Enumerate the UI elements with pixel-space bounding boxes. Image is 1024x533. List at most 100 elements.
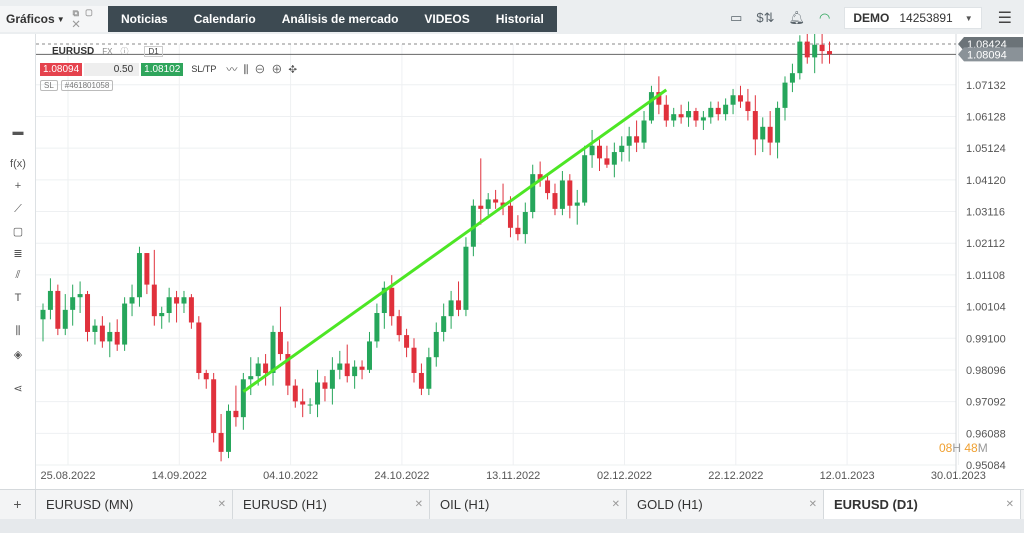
candle-body (686, 111, 692, 118)
nav-videos[interactable]: VIDEOS (424, 12, 470, 26)
chart-tab[interactable]: GOLD (H1) ✕ (627, 490, 824, 519)
close-icon[interactable]: ✕ (1005, 499, 1014, 510)
candle-body (70, 297, 76, 310)
candle-body (226, 410, 231, 452)
candle-body (663, 104, 669, 121)
x-axis-tick-label: 04.10.2022 (263, 470, 318, 482)
layers-icon[interactable]: ◈ (13, 349, 23, 361)
candle-body (656, 92, 662, 105)
candle-body (263, 363, 269, 373)
candle-body (107, 331, 113, 342)
fibonacci-tool-icon[interactable]: ≣ (13, 248, 23, 260)
candle-body (203, 372, 209, 380)
share-icon[interactable]: ⋖ (13, 383, 23, 395)
y-axis-tick-label: 1.00104 (966, 302, 1006, 314)
candle-body (522, 212, 528, 235)
sell-button[interactable]: 1.08094 (40, 62, 83, 76)
price-chart[interactable]: 1.07132 1.06128 1.05124 1.04120 1.03116 1.021… (36, 34, 1024, 489)
rectangle-tool-icon[interactable]: ▢ (12, 226, 24, 238)
close-icon[interactable]: ✕ (808, 499, 817, 510)
chart-zoom-tools[interactable]: 〰⫼⊖⊕✥ (226, 64, 304, 76)
candle-body (678, 114, 684, 118)
chart-svg[interactable]: 1.07132 1.06128 1.05124 1.04120 1.03116 1.021… (36, 34, 1024, 489)
candle-body (196, 322, 202, 373)
candle-body (188, 297, 194, 323)
chart-tab[interactable]: EURUSD (H1) ✕ (233, 490, 430, 519)
nav-analisis[interactable]: Análisis de mercado (281, 12, 399, 26)
candle-body (767, 126, 773, 143)
candle-body (597, 145, 602, 159)
nav-historial[interactable]: Historial (495, 12, 544, 26)
price-tag (958, 47, 1023, 62)
bell-icon[interactable]: 🔔︎ (788, 10, 805, 25)
candle-body (322, 382, 328, 389)
chart-type-icon[interactable]: ⫼ (15, 325, 21, 337)
lot-size-input[interactable]: 0.50 (84, 62, 140, 76)
charts-menu-label: Gráficos (6, 12, 55, 26)
candle-body (737, 95, 743, 102)
candle-body (433, 331, 439, 358)
x-axis-tick-label: 24.10.2022 (374, 470, 429, 482)
chart-tab-active[interactable]: EURUSD (D1) ✕ (824, 490, 1021, 519)
candle-body (85, 294, 91, 332)
candle-body (315, 382, 321, 405)
nav-calendario[interactable]: Calendario (193, 12, 256, 26)
line-tool-icon[interactable]: ⟋ (14, 203, 22, 215)
chart-tab[interactable]: OIL (H1) ✕ (430, 490, 627, 519)
x-axis-tick-label: 25.08.2022 (40, 470, 95, 482)
x-axis-tick-label: 02.12.2022 (597, 470, 652, 482)
indicators-icon[interactable]: f(x) (10, 158, 26, 170)
candle-body (292, 385, 298, 402)
sltp-button[interactable]: SL/TP (191, 64, 217, 74)
account-selector[interactable]: DEMO 14253891 ▼ (844, 7, 982, 29)
candle-body (248, 376, 254, 380)
candle-body (507, 205, 513, 228)
candle-body (344, 363, 350, 377)
window-controls-icons[interactable]: ⧉ ▢ ✕ (72, 8, 95, 29)
sl-badge[interactable]: SL (40, 79, 58, 91)
candle-body (723, 104, 729, 115)
pitchfork-tool-icon[interactable]: ⫽ (15, 269, 21, 281)
chart-tabs-bar: + EURUSD (MN) ✕ EURUSD (H1) ✕ OIL (H1) ✕ GO… (0, 489, 1024, 519)
add-tab-button[interactable]: + (0, 490, 36, 519)
close-icon[interactable]: ✕ (217, 499, 226, 510)
candle-body (589, 145, 595, 156)
y-axis-tick-label: 1.03116 (966, 207, 1005, 219)
candle-body (352, 366, 358, 377)
candle-body (374, 313, 380, 342)
nav-noticias[interactable]: Noticias (121, 12, 168, 26)
x-axis-tick-label: 13.11.2022 (486, 470, 540, 482)
buy-button[interactable]: 1.08102 (141, 62, 184, 76)
tab-label: OIL (H1) (440, 497, 490, 512)
candle-body (693, 111, 699, 121)
candle-body (730, 95, 736, 105)
candle-body (47, 290, 53, 310)
crosshair-icon[interactable]: + (14, 180, 22, 192)
chart-tab[interactable]: EURUSD (MN) ✕ (36, 490, 233, 519)
layout-icon[interactable]: ▭ (730, 10, 743, 25)
currency-exchange-icon[interactable]: $⇅ (756, 10, 775, 25)
price-tag-label: 1.08094 (967, 49, 1007, 61)
text-tool-icon[interactable]: T (14, 292, 22, 304)
chart-window-icon[interactable]: ▬ (12, 126, 24, 138)
candle-body (745, 101, 751, 112)
tab-label: EURUSD (MN) (46, 497, 134, 512)
candle-body (782, 82, 788, 108)
timer-hours: 08 (939, 441, 953, 455)
charts-menu-button[interactable]: Gráficos ▼ ⧉ ▢ ✕ (0, 6, 108, 32)
hamburger-menu-icon[interactable]: ☰ (997, 10, 1012, 27)
y-axis-tick-label: 0.95084 (966, 460, 1006, 472)
y-axis-tick-label: 0.97092 (966, 397, 1006, 409)
candle-body (92, 325, 98, 332)
timeframe-select[interactable]: D1 (144, 45, 163, 57)
candle-body (485, 199, 491, 209)
candle-body (174, 297, 180, 304)
candle-body (359, 366, 365, 370)
timer-minutes-unit: M (977, 441, 988, 455)
y-axis-tick-label: 0.99100 (966, 333, 1006, 345)
close-icon[interactable]: ✕ (414, 499, 423, 510)
caret-down-icon: ▼ (56, 14, 65, 24)
info-icon[interactable]: ⓘ (120, 46, 129, 56)
candle-body (634, 136, 640, 143)
close-icon[interactable]: ✕ (611, 499, 620, 510)
